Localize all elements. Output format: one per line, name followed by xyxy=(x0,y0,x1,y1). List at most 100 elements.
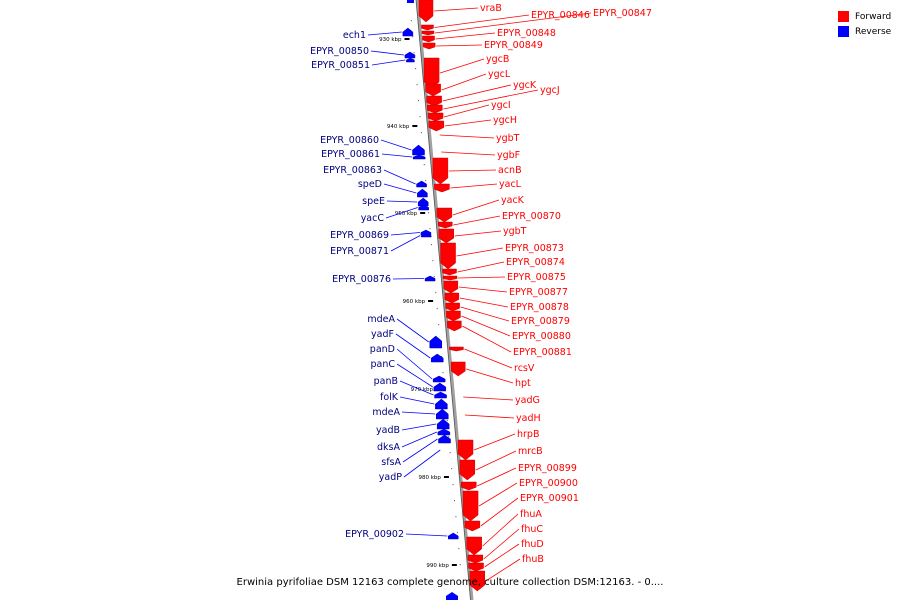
reverse-gene-arrow[interactable] xyxy=(447,532,459,540)
forward-gene-label[interactable]: EPYR_00847 xyxy=(593,8,652,19)
reverse-gene-label[interactable]: EPYR_00869 xyxy=(330,230,389,241)
forward-gene-arrow[interactable] xyxy=(449,346,464,352)
reverse-gene-label[interactable]: folK xyxy=(380,392,399,403)
forward-gene[interactable]: hpt xyxy=(450,361,531,389)
reverse-gene-arrow[interactable] xyxy=(418,204,429,211)
reverse-gene-label[interactable]: EPYR_00876 xyxy=(332,274,391,285)
reverse-gene-arrow[interactable] xyxy=(436,418,450,430)
reverse-gene-arrow[interactable] xyxy=(435,398,448,410)
forward-gene-label[interactable]: fhuC xyxy=(521,524,543,535)
forward-gene[interactable]: mrcB xyxy=(459,446,543,481)
forward-gene-label[interactable]: ygbF xyxy=(497,150,520,161)
forward-gene-label[interactable]: ygcH xyxy=(493,115,517,126)
forward-gene-label[interactable]: EPYR_00881 xyxy=(513,347,572,358)
forward-gene[interactable]: fhuA xyxy=(466,509,543,556)
forward-gene-arrow[interactable] xyxy=(436,207,453,223)
forward-gene-label[interactable]: ygcL xyxy=(488,69,511,80)
reverse-gene-label[interactable]: ech1 xyxy=(343,30,366,41)
forward-gene[interactable]: EPYR_00870 xyxy=(438,211,561,229)
reverse-gene-arrow[interactable] xyxy=(416,180,427,188)
forward-gene-label[interactable]: ygcI xyxy=(491,100,511,111)
forward-gene[interactable]: EPYR_00879 xyxy=(445,302,570,327)
forward-gene-label[interactable]: mrcB xyxy=(518,446,543,457)
forward-gene-arrow[interactable] xyxy=(427,112,444,122)
reverse-gene-arrow[interactable] xyxy=(417,197,429,207)
forward-gene-label[interactable]: EPYR_00873 xyxy=(505,243,564,254)
forward-gene[interactable]: EPYR_00880 xyxy=(446,310,571,342)
forward-gene[interactable]: fhuC xyxy=(467,524,544,564)
reverse-gene-label[interactable]: EPYR_00871 xyxy=(330,246,389,257)
forward-gene-arrow[interactable] xyxy=(442,268,457,276)
forward-gene[interactable]: yacL xyxy=(434,179,522,193)
forward-gene-label[interactable]: fhuD xyxy=(521,539,544,550)
reverse-gene[interactable]: EPYR_00863 xyxy=(323,165,427,188)
forward-gene-label[interactable]: fhuA xyxy=(520,509,542,520)
reverse-gene[interactable]: EPYR_00861 xyxy=(321,149,426,160)
forward-gene[interactable]: ygcI xyxy=(427,100,511,122)
forward-gene[interactable]: EPYR_00877 xyxy=(443,280,568,298)
forward-gene-label[interactable]: EPYR_00874 xyxy=(506,257,565,268)
forward-gene[interactable]: EPYR_00899 xyxy=(460,463,577,491)
forward-gene[interactable]: acnB xyxy=(432,157,522,185)
forward-gene-label[interactable]: EPYR_00875 xyxy=(507,272,566,283)
reverse-gene-label[interactable]: EPYR_00861 xyxy=(321,149,380,160)
forward-gene-arrow[interactable] xyxy=(440,242,456,270)
forward-gene[interactable]: EPYR_00878 xyxy=(444,292,569,313)
forward-gene-arrow[interactable] xyxy=(459,459,476,481)
forward-gene-label[interactable]: yadH xyxy=(516,413,541,424)
forward-gene-label[interactable]: EPYR_00846 xyxy=(531,10,590,21)
forward-gene[interactable]: yacK xyxy=(436,195,525,223)
reverse-gene[interactable]: EPYR_00902 xyxy=(345,529,459,540)
reverse-gene[interactable]: yacC xyxy=(361,204,429,224)
reverse-gene-arrow[interactable] xyxy=(420,233,432,238)
forward-gene-label[interactable]: EPYR_00880 xyxy=(512,331,571,342)
reverse-gene[interactable]: mdeA xyxy=(372,407,449,420)
reverse-gene-label[interactable]: EPYR_00863 xyxy=(323,165,382,176)
reverse-gene-label[interactable]: mdeA xyxy=(372,407,400,418)
reverse-gene-arrow[interactable] xyxy=(434,391,447,399)
forward-gene-label[interactable]: yadG xyxy=(515,395,540,406)
forward-gene-arrow[interactable] xyxy=(446,310,461,322)
forward-gene-arrow[interactable] xyxy=(423,57,440,89)
forward-gene[interactable]: EPYR_00873 xyxy=(440,242,564,270)
reverse-gene[interactable]: EPYR_00850 xyxy=(310,46,416,59)
forward-gene-arrow[interactable] xyxy=(469,570,486,592)
reverse-gene-arrow[interactable] xyxy=(412,144,425,156)
reverse-gene-label[interactable]: EPYR_00902 xyxy=(345,529,404,540)
forward-gene[interactable]: yadH xyxy=(464,413,541,424)
reverse-gene[interactable]: sfsA xyxy=(381,434,451,468)
forward-gene-arrow[interactable] xyxy=(444,292,460,304)
forward-gene-label[interactable]: EPYR_00870 xyxy=(502,211,561,222)
reverse-gene-arrow[interactable] xyxy=(438,434,451,444)
forward-gene-label[interactable]: ygcJ xyxy=(540,85,560,96)
reverse-gene-arrow[interactable] xyxy=(402,27,414,37)
forward-gene[interactable]: fhuD xyxy=(468,539,544,572)
reverse-gene-arrow[interactable] xyxy=(433,382,447,392)
reverse-gene[interactable]: yadB xyxy=(376,418,450,436)
reverse-gene-label[interactable]: panB xyxy=(374,376,398,387)
reverse-gene[interactable]: speD xyxy=(358,179,428,198)
forward-gene-arrow[interactable] xyxy=(438,228,454,244)
reverse-gene-arrow[interactable] xyxy=(436,408,449,420)
forward-gene[interactable]: yadG xyxy=(463,395,540,406)
forward-gene[interactable]: ygbF xyxy=(441,150,520,161)
reverse-gene-arrow[interactable] xyxy=(406,57,415,63)
forward-gene-arrow[interactable] xyxy=(426,95,442,107)
forward-gene[interactable]: EPYR_00901 xyxy=(464,493,579,532)
reverse-gene-label[interactable]: mdeA xyxy=(367,314,395,325)
reverse-gene[interactable]: yadF xyxy=(371,329,444,363)
reverse-gene-arrow[interactable] xyxy=(424,275,436,282)
reverse-gene-label[interactable]: panC xyxy=(370,359,395,370)
forward-gene[interactable]: hrpB xyxy=(457,429,539,461)
forward-gene-arrow[interactable] xyxy=(460,481,477,491)
reverse-gene[interactable]: panC xyxy=(370,359,447,392)
reverse-gene[interactable]: speE xyxy=(362,196,429,207)
forward-gene[interactable]: EPYR_00848 xyxy=(422,28,556,43)
forward-gene-arrow[interactable] xyxy=(421,24,434,31)
forward-gene-arrow[interactable] xyxy=(468,562,484,572)
forward-gene-arrow[interactable] xyxy=(443,280,459,294)
reverse-gene-label[interactable]: yacC xyxy=(361,213,385,224)
forward-gene-label[interactable]: hrpB xyxy=(517,429,539,440)
reverse-gene[interactable]: mdeA xyxy=(367,314,443,349)
reverse-gene-arrow[interactable] xyxy=(429,335,443,349)
